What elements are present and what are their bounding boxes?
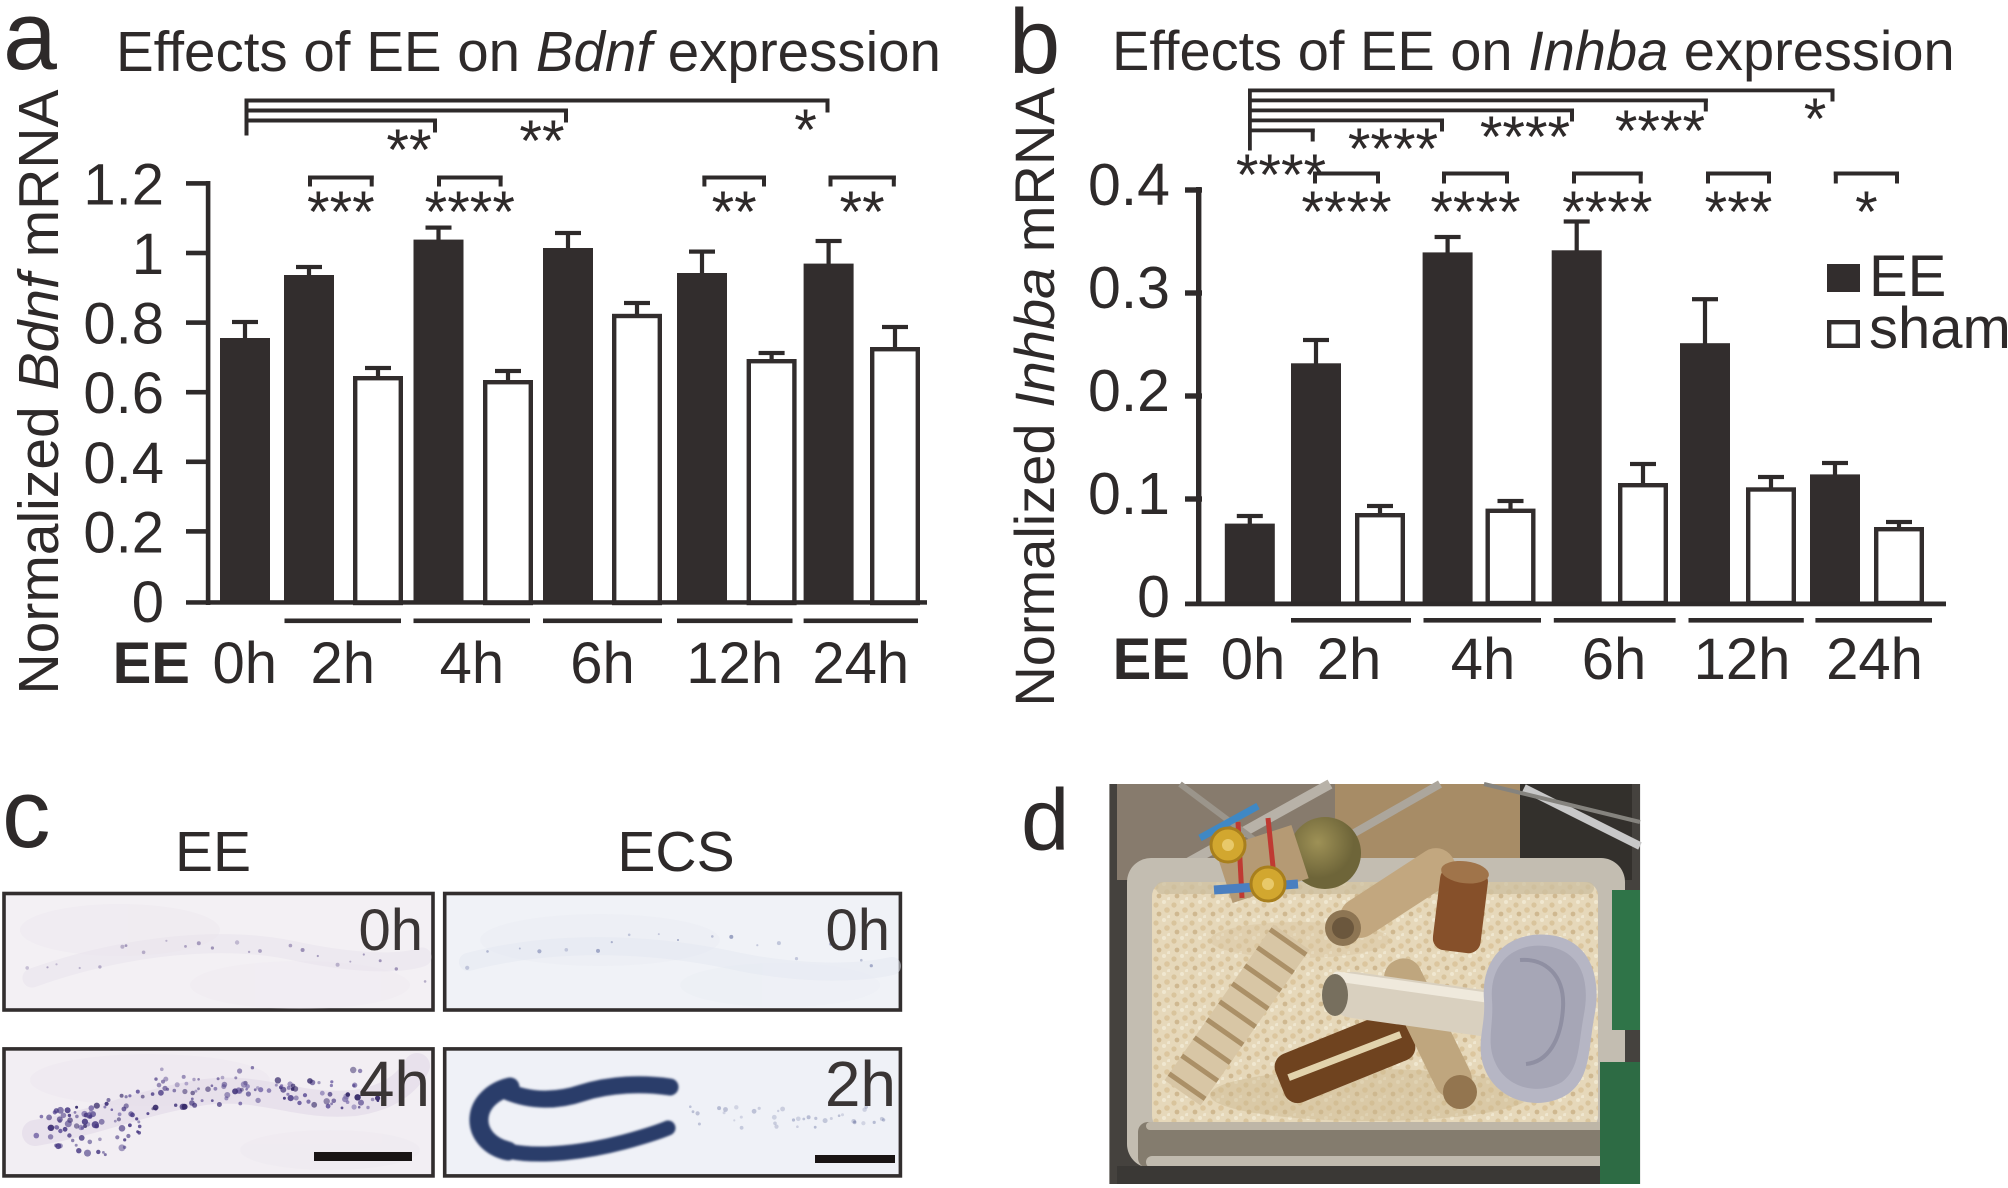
svg-text:ECS: ECS [617,820,734,884]
svg-text:EE: EE [1869,244,1946,309]
svg-text:Effects of EE on Inhba express: Effects of EE on Inhba expression [1112,19,1955,82]
svg-text:a: a [3,0,57,90]
svg-text:0.3: 0.3 [1088,255,1170,321]
svg-text:EE: EE [1113,627,1190,692]
svg-text:1: 1 [132,222,164,287]
svg-text:0: 0 [1137,564,1170,630]
svg-text:2h: 2h [825,1048,896,1120]
svg-text:0.4: 0.4 [83,431,164,496]
svg-text:*: * [794,98,817,163]
svg-text:24h: 24h [812,631,909,696]
svg-text:0.2: 0.2 [1088,358,1170,424]
svg-text:Effects of EE on Bdnf expressi: Effects of EE on Bdnf expression [116,20,941,83]
svg-text:****: **** [1615,99,1705,164]
svg-text:4h: 4h [359,1048,430,1120]
svg-text:0h: 0h [212,631,277,696]
svg-text:**: ** [519,109,564,174]
svg-text:0h: 0h [825,898,890,963]
svg-text:****: **** [1301,180,1391,245]
svg-text:6h: 6h [570,631,635,696]
svg-text:d: d [1021,772,1069,869]
svg-text:0.8: 0.8 [83,292,164,357]
svg-text:***: *** [1705,180,1773,245]
svg-text:EE: EE [113,631,190,696]
svg-text:12h: 12h [686,631,783,696]
svg-text:12h: 12h [1694,627,1791,692]
svg-text:6h: 6h [1582,627,1647,692]
svg-text:2h: 2h [311,631,376,696]
svg-text:*: * [1855,180,1878,245]
svg-text:0.1: 0.1 [1088,461,1170,527]
svg-text:****: **** [1562,180,1652,245]
svg-text:24h: 24h [1826,627,1923,692]
svg-text:0.2: 0.2 [83,500,164,565]
svg-text:***: *** [307,180,375,245]
svg-text:0h: 0h [1221,627,1286,692]
svg-text:****: **** [1430,180,1520,245]
svg-text:sham: sham [1869,296,2008,361]
svg-text:c: c [2,759,51,868]
svg-text:Normalized Bdnf mRNA: Normalized Bdnf mRNA [7,89,71,694]
svg-text:****: **** [425,180,515,245]
svg-text:2h: 2h [1317,627,1382,692]
svg-text:*: * [1804,87,1827,152]
svg-text:****: **** [1348,117,1438,182]
svg-text:1.2: 1.2 [83,152,164,217]
svg-text:0.4: 0.4 [1088,152,1170,218]
svg-text:**: ** [712,180,757,245]
svg-text:4h: 4h [1451,627,1516,692]
svg-text:****: **** [1236,143,1326,208]
svg-text:Normalized Inhba mRNA: Normalized Inhba mRNA [1003,87,1066,707]
svg-text:**: ** [386,118,431,183]
svg-text:0.6: 0.6 [83,361,164,426]
svg-text:4h: 4h [440,631,505,696]
svg-text:****: **** [1480,105,1570,170]
svg-text:b: b [1009,0,1060,93]
svg-text:0h: 0h [358,898,423,963]
svg-text:0: 0 [132,570,164,635]
svg-text:**: ** [840,180,885,245]
svg-text:EE: EE [175,820,251,884]
